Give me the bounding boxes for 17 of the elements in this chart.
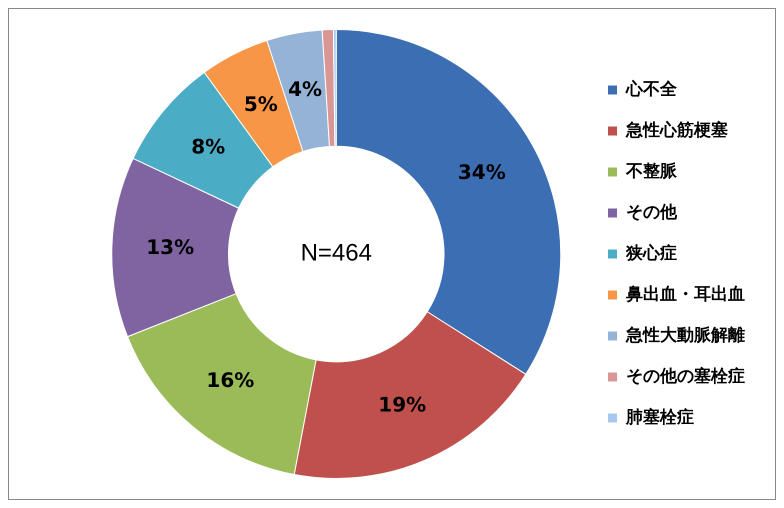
- legend-label: その他: [626, 202, 678, 222]
- legend-label: 鼻出血・耳出血: [625, 284, 745, 304]
- legend-label: 狭心症: [625, 243, 677, 264]
- legend-label: 心不全: [625, 79, 678, 100]
- legend-label: 肺塞栓症: [625, 407, 694, 428]
- legend-label: その他の塞栓症: [626, 366, 745, 386]
- data-label: 16%: [206, 368, 254, 392]
- text: N=464: [300, 240, 372, 267]
- data-label: 34%: [458, 160, 506, 184]
- data-label: 4%: [288, 77, 322, 102]
- legend-label: 急性心筋梗塞: [625, 120, 728, 140]
- data-label: 5%: [244, 92, 278, 116]
- legend-label: 不整脈: [625, 161, 678, 182]
- data-label: 13%: [146, 234, 194, 259]
- data-label: 8%: [191, 134, 226, 158]
- data-label: 19%: [378, 392, 426, 417]
- legend-label: 急性大動脈解離: [625, 325, 745, 346]
